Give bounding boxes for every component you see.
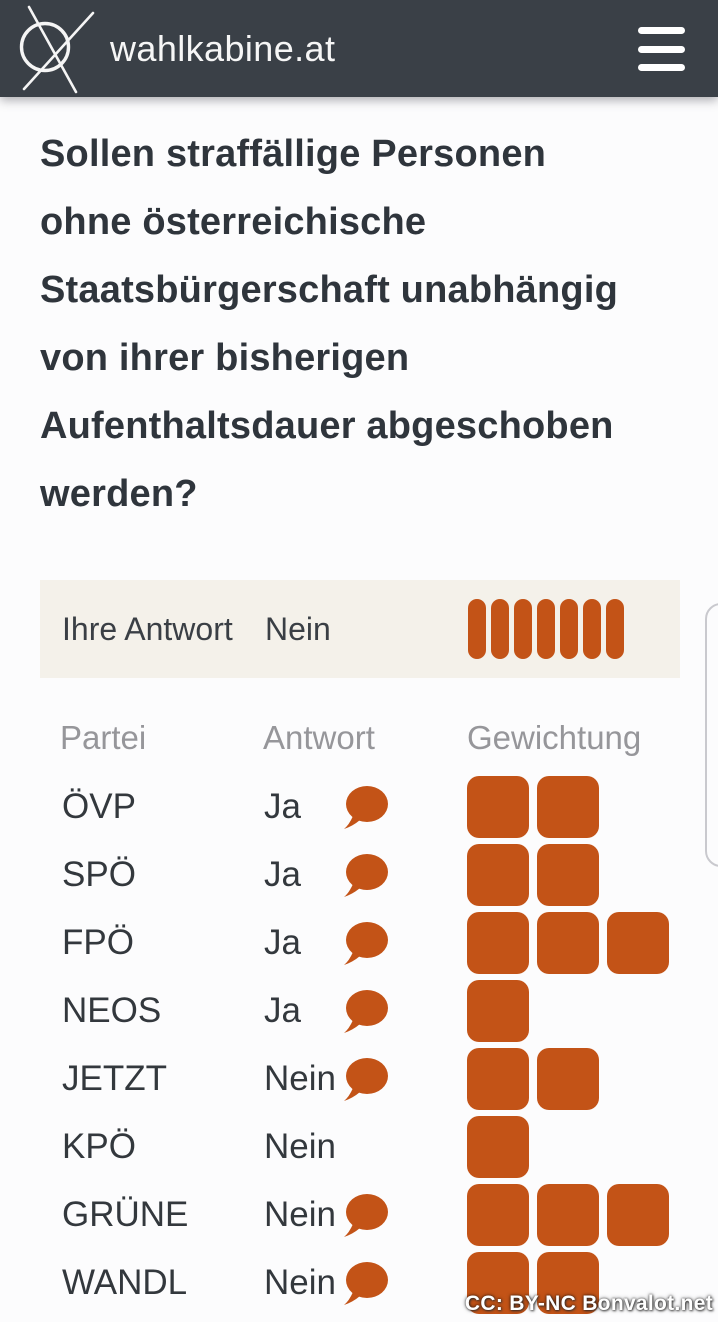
comment-bubble-icon[interactable] bbox=[341, 988, 389, 1034]
weight-square bbox=[537, 912, 599, 974]
column-header-partei: Partei bbox=[60, 719, 147, 756]
weight-squares bbox=[467, 912, 669, 974]
your-answer-label: Ihre Antwort bbox=[62, 611, 233, 647]
party-name: JETZT bbox=[62, 1059, 167, 1098]
question-text: Sollen straffällige Personen ohne österr… bbox=[40, 133, 618, 515]
weight-square bbox=[607, 912, 669, 974]
weight-square bbox=[537, 1252, 599, 1314]
answer-value: Nein bbox=[264, 1263, 336, 1302]
comment-bubble-icon[interactable] bbox=[341, 784, 389, 830]
menu-bar bbox=[638, 45, 685, 53]
weight-squares bbox=[467, 776, 599, 838]
answer-value: Ja bbox=[264, 923, 301, 962]
table-row: GRÜNE Nein bbox=[0, 1181, 718, 1249]
comment-bubble-icon[interactable] bbox=[341, 920, 389, 966]
answer-value: Ja bbox=[264, 787, 301, 826]
comment-bubble-icon[interactable] bbox=[341, 1056, 389, 1102]
answer-weight-pill bbox=[606, 599, 624, 659]
weight-square bbox=[467, 1252, 529, 1314]
column-header-gewichtung: Gewichtung bbox=[467, 719, 642, 756]
menu-bar bbox=[638, 27, 685, 34]
party-name: NEOS bbox=[62, 991, 162, 1030]
answer-weight-pill bbox=[491, 599, 509, 659]
app-header: wahlkabine.at bbox=[0, 0, 718, 97]
weight-square bbox=[467, 1116, 529, 1178]
hamburger-menu-icon[interactable] bbox=[638, 27, 685, 71]
your-answer-value: Nein bbox=[265, 611, 331, 647]
party-name: GRÜNE bbox=[62, 1195, 189, 1234]
answer-value: Ja bbox=[264, 855, 301, 894]
answer-value: Nein bbox=[264, 1127, 336, 1166]
party-name: FPÖ bbox=[62, 923, 134, 962]
comment-bubble-icon[interactable] bbox=[341, 1192, 389, 1238]
wahlkabine-logo-icon[interactable] bbox=[14, 2, 102, 95]
answer-weight-pill bbox=[560, 599, 578, 659]
table-row: JETZT Nein bbox=[0, 1045, 718, 1113]
weight-square bbox=[467, 776, 529, 838]
party-name: KPÖ bbox=[62, 1127, 136, 1166]
weight-squares bbox=[467, 980, 529, 1042]
weight-square bbox=[537, 1048, 599, 1110]
table-row: WANDL Nein bbox=[0, 1249, 718, 1317]
answer-weight-pill bbox=[468, 599, 486, 659]
weight-squares bbox=[467, 1116, 529, 1178]
comment-bubble-icon[interactable] bbox=[341, 1260, 389, 1306]
weight-squares bbox=[467, 844, 599, 906]
weight-square bbox=[467, 980, 529, 1042]
weight-squares bbox=[467, 1252, 599, 1314]
table-row: KPÖ Nein bbox=[0, 1113, 718, 1181]
answer-value: Nein bbox=[264, 1195, 336, 1234]
license-watermark: CC: BY-NC Bonvalot.net bbox=[464, 1292, 713, 1315]
weight-square bbox=[467, 1184, 529, 1246]
brand-title[interactable]: wahlkabine.at bbox=[110, 28, 336, 69]
answer-weight-pill bbox=[514, 599, 532, 659]
party-name: WANDL bbox=[62, 1263, 188, 1302]
weight-square bbox=[607, 1184, 669, 1246]
table-row: ÖVP Ja bbox=[0, 773, 718, 841]
table-row: SPÖ Ja bbox=[0, 841, 718, 909]
answer-value: Nein bbox=[264, 1059, 336, 1098]
weight-square bbox=[467, 912, 529, 974]
party-name: ÖVP bbox=[62, 787, 136, 826]
weight-squares bbox=[467, 1048, 599, 1110]
answer-weight-pill bbox=[583, 599, 601, 659]
answer-value: Ja bbox=[264, 991, 301, 1030]
weight-square bbox=[467, 844, 529, 906]
menu-bar bbox=[638, 64, 685, 71]
comment-bubble-icon[interactable] bbox=[341, 852, 389, 898]
table-row: NEOS Ja bbox=[0, 977, 718, 1045]
weight-square bbox=[537, 776, 599, 838]
column-header-antwort: Antwort bbox=[263, 719, 375, 756]
your-answer-box: Ihre Antwort Nein bbox=[40, 580, 680, 678]
your-answer-weight-bars bbox=[468, 599, 624, 659]
weight-square bbox=[537, 844, 599, 906]
weight-square bbox=[467, 1048, 529, 1110]
weight-square bbox=[537, 1184, 599, 1246]
weight-squares bbox=[467, 1184, 669, 1246]
party-name: SPÖ bbox=[62, 855, 136, 894]
table-row: FPÖ Ja bbox=[0, 909, 718, 977]
answer-weight-pill bbox=[537, 599, 555, 659]
